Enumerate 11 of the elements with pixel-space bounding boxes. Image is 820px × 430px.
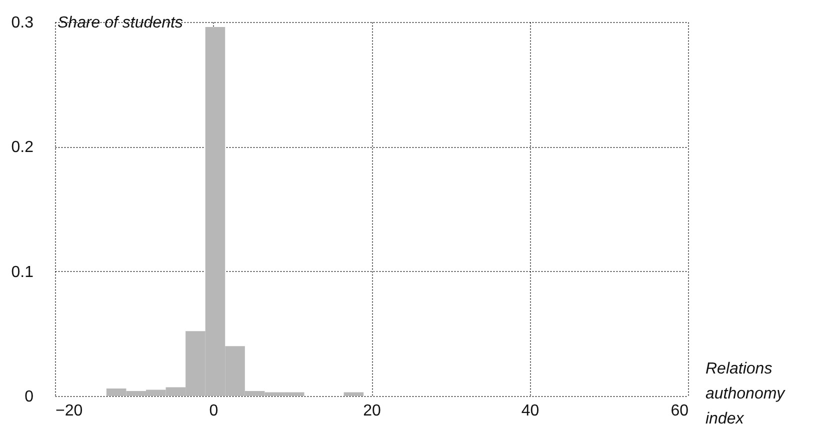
x-tick-label: 60 (670, 402, 689, 420)
y-tick-label: 0.3 (11, 14, 34, 32)
x-tick-label: −20 (56, 402, 83, 420)
y-tick-label: 0 (24, 388, 34, 406)
x-axis-title: Relations authonomy index (706, 360, 786, 428)
x-tick-label: 20 (363, 402, 381, 420)
y-axis-title: Share of students (58, 14, 183, 32)
y-tick-label: 0.1 (11, 264, 34, 281)
x-tick-label: 40 (521, 402, 540, 420)
x-tick-label: 0 (209, 402, 218, 420)
y-tick-label: 0.2 (11, 139, 34, 156)
